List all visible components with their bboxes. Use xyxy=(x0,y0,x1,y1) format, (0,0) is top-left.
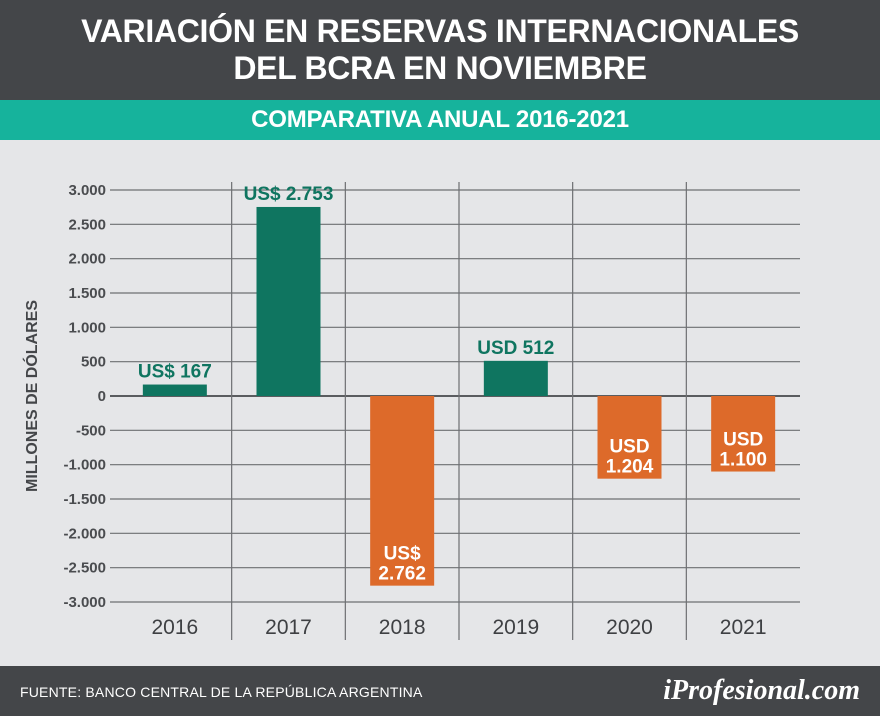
bar-2018 xyxy=(370,396,435,586)
x-axis: 2016 2017 2018 2019 2020 2021 xyxy=(151,616,766,639)
data-label-2020: 1.204 xyxy=(606,457,654,478)
bars xyxy=(142,206,776,586)
x-tick-label: 2020 xyxy=(606,616,653,639)
bar-2020 xyxy=(597,396,662,479)
y-tick-label: 1.000 xyxy=(68,319,106,336)
data-label-2021: 1.100 xyxy=(719,450,767,471)
y-axis-title: MILLONES DE DÓLARES xyxy=(22,300,41,492)
footer: FUENTE: BANCO CENTRAL DE LA REPÚBLICA AR… xyxy=(0,666,880,716)
subtitle: COMPARATIVA ANUAL 2016-2021 xyxy=(251,106,629,133)
brand-logo: iProfesional.com xyxy=(663,675,860,706)
y-tick-label: 3.000 xyxy=(68,182,106,199)
bar-2019 xyxy=(483,360,548,396)
title-line-1: VARIACIÓN EN RESERVAS INTERNACIONALES xyxy=(81,13,799,49)
source-note: FUENTE: BANCO CENTRAL DE LA REPÚBLICA AR… xyxy=(20,684,423,700)
y-tick-label: -2.500 xyxy=(63,560,106,577)
y-tick-label: -1.000 xyxy=(63,457,106,474)
subtitle-band: COMPARATIVA ANUAL 2016-2021 xyxy=(0,100,880,140)
y-tick-label: -500 xyxy=(76,422,106,439)
data-label-2018: US$ xyxy=(384,544,421,565)
data-label-2016: US$ 167 xyxy=(138,362,212,383)
y-tick-label: 0 xyxy=(98,388,106,405)
data-label-2020: USD xyxy=(609,437,649,458)
x-tick-label: 2018 xyxy=(379,616,426,639)
y-tick-label: 2.000 xyxy=(68,251,106,268)
data-label-2018: 2.762 xyxy=(378,564,426,585)
y-tick-label: -1.500 xyxy=(63,491,106,508)
y-tick-label: 500 xyxy=(81,354,106,371)
x-tick-label: 2019 xyxy=(492,616,539,639)
data-label-2019: USD 512 xyxy=(477,338,554,359)
x-tick-label: 2016 xyxy=(151,616,198,639)
header: VARIACIÓN EN RESERVAS INTERNACIONALES DE… xyxy=(0,0,880,100)
data-label-2017: US$ 2.753 xyxy=(244,184,334,205)
y-axis: 3.000 2.500 2.000 1.500 1.000 500 0 -500 -1.000 -… xyxy=(63,182,106,611)
bar-2016 xyxy=(142,384,207,396)
y-tick-label: 1.500 xyxy=(68,285,106,302)
x-tick-label: 2017 xyxy=(265,616,312,639)
y-tick-label: 2.500 xyxy=(68,216,106,233)
data-label-2021: USD xyxy=(723,430,763,451)
gridlines xyxy=(110,182,800,640)
bar-2017 xyxy=(256,206,321,396)
title-line-2: DEL BCRA EN NOVIEMBRE xyxy=(233,50,647,86)
y-tick-label: -3.000 xyxy=(63,594,106,611)
y-tick-label: -2.000 xyxy=(63,525,106,542)
x-tick-label: 2021 xyxy=(720,616,767,639)
bar-2021 xyxy=(711,396,776,472)
